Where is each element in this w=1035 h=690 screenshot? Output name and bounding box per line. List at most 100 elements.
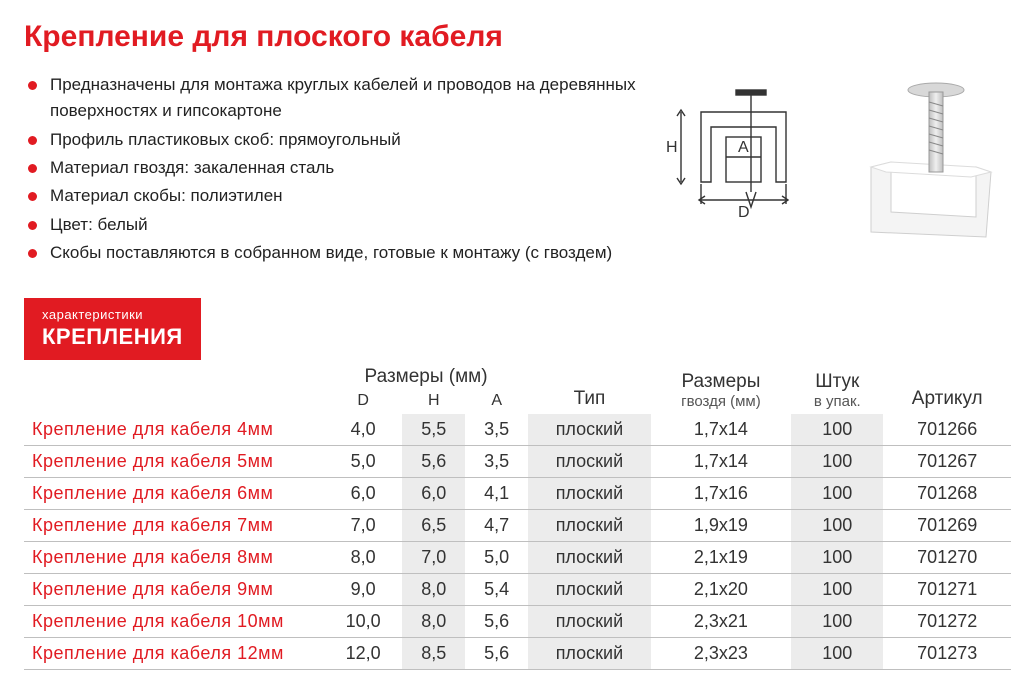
table-cell: 5,6 [465,606,528,638]
dimension-diagram-icon: H A D [656,72,831,232]
table-cell: 701266 [883,414,1011,446]
table-cell: 2,3x23 [651,638,791,670]
table-cell: 5,6 [465,638,528,670]
col-dim-d: D [324,392,402,414]
page-title: Крепление для плоского кабеля [24,20,1011,54]
table-cell: 100 [791,414,883,446]
dim-d-label: D [738,204,750,221]
feature-item: Материал гвоздя: закаленная сталь [24,155,636,181]
table-cell: плоский [528,606,651,638]
table-cell: 3,5 [465,414,528,446]
table-cell: плоский [528,414,651,446]
table-cell: плоский [528,542,651,574]
table-cell: 5,0 [465,542,528,574]
table-cell: 1,9x19 [651,510,791,542]
col-sku: Артикул [891,388,1003,410]
table-row: Крепление для кабеля 8мм8,07,05,0плоский… [24,542,1011,574]
col-dim-a: A [465,392,528,414]
table-cell: 8,5 [402,638,465,670]
table-cell: 1,7x16 [651,478,791,510]
col-pack-sub: в упак. [799,393,875,410]
table-cell: 10,0 [324,606,402,638]
table-cell: Крепление для кабеля 7мм [24,510,324,542]
table-cell: 701273 [883,638,1011,670]
table-cell: Крепление для кабеля 5мм [24,446,324,478]
table-cell: плоский [528,478,651,510]
table-cell: 2,1x20 [651,574,791,606]
feature-list: Предназначены для монтажа круглых кабеле… [24,72,636,268]
col-nail-sub: гвоздя (мм) [659,393,783,410]
col-type: Тип [536,388,643,410]
table-row: Крепление для кабеля 10мм10,08,05,6плоск… [24,606,1011,638]
feature-item: Скобы поставляются в собранном виде, гот… [24,240,636,266]
table-cell: 100 [791,478,883,510]
table-cell: Крепление для кабеля 12мм [24,638,324,670]
spec-table: Размеры (мм) Тип Размеры гвоздя (мм) Шту… [24,360,1011,670]
table-cell: 6,5 [402,510,465,542]
table-cell: 701271 [883,574,1011,606]
table-row: Крепление для кабеля 6мм6,06,04,1плоский… [24,478,1011,510]
table-cell: Крепление для кабеля 4мм [24,414,324,446]
col-nail: Размеры [659,371,783,393]
table-row: Крепление для кабеля 7мм7,06,54,7плоский… [24,510,1011,542]
table-cell: 701267 [883,446,1011,478]
table-cell: плоский [528,446,651,478]
dim-a-label: A [738,139,749,156]
table-cell: 3,5 [465,446,528,478]
intro-row: Предназначены для монтажа круглых кабеле… [24,72,1011,268]
col-dim-h: H [402,392,465,414]
table-row: Крепление для кабеля 9мм9,08,05,4плоский… [24,574,1011,606]
table-cell: Крепление для кабеля 10мм [24,606,324,638]
table-cell: 8,0 [324,542,402,574]
table-cell: 701269 [883,510,1011,542]
table-cell: 100 [791,606,883,638]
table-row: Крепление для кабеля 12мм12,08,55,6плоск… [24,638,1011,670]
table-cell: 9,0 [324,574,402,606]
col-pack: Штук [799,371,875,393]
table-cell: 8,0 [402,606,465,638]
table-cell: 4,0 [324,414,402,446]
table-cell: 100 [791,446,883,478]
table-cell: 1,7x14 [651,414,791,446]
dim-h-label: H [666,139,678,156]
badge-big-text: КРЕПЛЕНИЯ [42,324,183,349]
table-cell: 4,7 [465,510,528,542]
table-cell: 701270 [883,542,1011,574]
table-cell: Крепление для кабеля 8мм [24,542,324,574]
table-cell: 701268 [883,478,1011,510]
feature-item: Предназначены для монтажа круглых кабеле… [24,72,636,125]
spec-badge: характеристики КРЕПЛЕНИЯ [24,298,201,360]
table-cell: 4,1 [465,478,528,510]
table-cell: 5,5 [402,414,465,446]
table-row: Крепление для кабеля 5мм5,05,63,5плоский… [24,446,1011,478]
table-cell: 100 [791,510,883,542]
table-cell: 1,7x14 [651,446,791,478]
table-cell: Крепление для кабеля 6мм [24,478,324,510]
table-cell: 7,0 [324,510,402,542]
table-cell: 2,1x19 [651,542,791,574]
table-cell: 5,4 [465,574,528,606]
product-photo-icon [841,72,1011,252]
feature-item: Материал скобы: полиэтилен [24,183,636,209]
table-cell: 12,0 [324,638,402,670]
badge-small-text: характеристики [42,307,143,322]
table-cell: 7,0 [402,542,465,574]
table-cell: 6,0 [324,478,402,510]
table-cell: 5,6 [402,446,465,478]
table-cell: Крепление для кабеля 9мм [24,574,324,606]
table-cell: 5,0 [324,446,402,478]
table-cell: 100 [791,542,883,574]
table-cell: 100 [791,574,883,606]
table-cell: 2,3x21 [651,606,791,638]
table-cell: 701272 [883,606,1011,638]
col-dimensions: Размеры (мм) [332,366,520,388]
table-cell: плоский [528,510,651,542]
diagram-area: H A D [656,72,1011,252]
table-cell: плоский [528,574,651,606]
table-cell: плоский [528,638,651,670]
table-row: Крепление для кабеля 4мм4,05,53,5плоский… [24,414,1011,446]
feature-item: Профиль пластиковых скоб: прямоугольный [24,127,636,153]
table-cell: 6,0 [402,478,465,510]
table-cell: 100 [791,638,883,670]
table-cell: 8,0 [402,574,465,606]
